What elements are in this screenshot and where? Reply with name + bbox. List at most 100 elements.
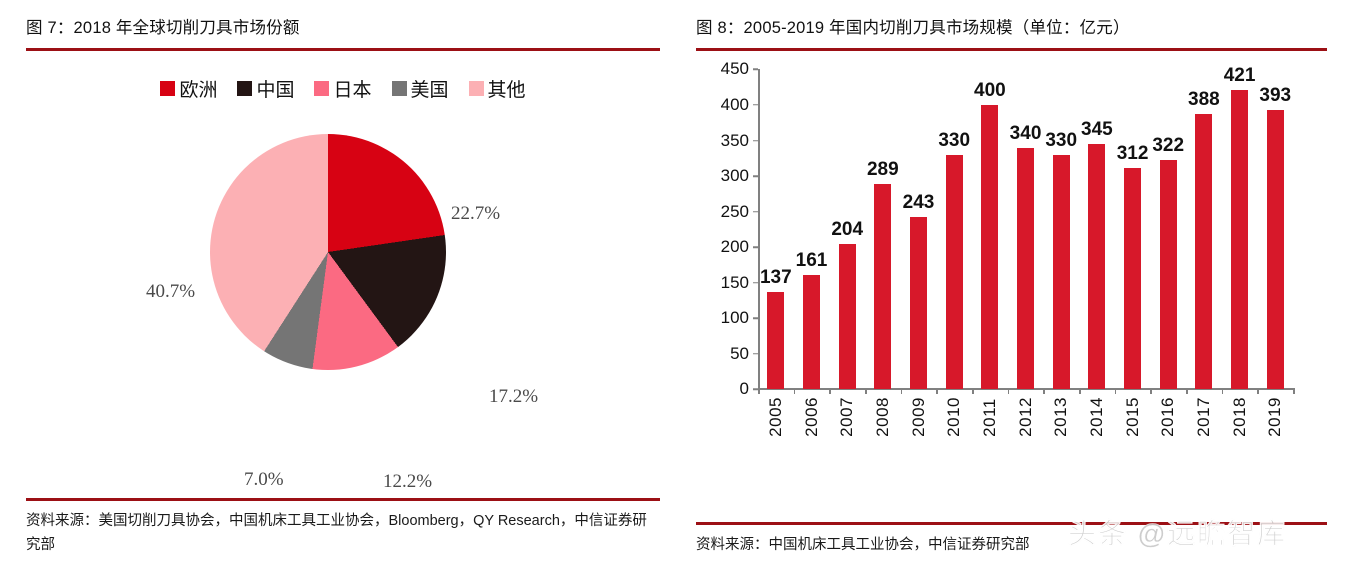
x-axis-labels: 2005 2006 2007 2008 2009 2010 2011 2012 2013 2014…: [758, 397, 1293, 437]
x-axis-tick-mark: [1186, 388, 1188, 395]
bar: [945, 154, 963, 390]
bar-chart-area: 137 161 204 289 243 330 400 340 330 345 312 322 388 4…: [696, 51, 1327, 456]
x-axis-tick: 2011: [972, 397, 1008, 438]
x-axis-tick-label: 2018: [1229, 397, 1249, 438]
bar: [1052, 154, 1070, 390]
bar-series: 137 161 204 289 243 330 400 340 330 345 312 322 388 4…: [758, 65, 1293, 390]
bar: [874, 183, 892, 390]
x-axis-tick-label: 2013: [1051, 397, 1071, 438]
x-axis-tick-mark: [1079, 388, 1081, 395]
bar: [1124, 167, 1142, 390]
legend-swatch-europe: [160, 81, 176, 97]
x-axis-tick-label: 2019: [1265, 397, 1285, 438]
x-axis-tick-label: 2011: [979, 398, 999, 438]
bar: [838, 244, 856, 390]
y-axis-tick-mark: [753, 104, 758, 106]
x-axis-tick: 2008: [865, 397, 901, 437]
figure-8-title-rule: [696, 48, 1327, 52]
bar: [803, 274, 820, 390]
legend-label-china: 中国: [256, 80, 295, 102]
bar-item: 204: [829, 69, 865, 390]
bar-item: 161: [794, 69, 830, 390]
bar-item: 330: [1043, 69, 1079, 390]
bar-value-label: 345: [1081, 119, 1113, 141]
bar-item: 340: [1008, 69, 1044, 390]
legend-swatch-usa: [391, 81, 407, 97]
x-axis-tick: 2017: [1186, 397, 1222, 437]
y-axis-tick-label: 350: [720, 130, 749, 150]
x-axis-tick-label: 2006: [801, 397, 821, 438]
bar-value-label: 161: [795, 249, 828, 271]
x-axis-tick-label: 2017: [1193, 397, 1213, 438]
x-axis-tick-mark: [1150, 388, 1152, 395]
x-axis-tick-mark: [1221, 388, 1224, 395]
x-axis-tick-label: 2009: [908, 397, 928, 438]
bar-value-label: 421: [1223, 65, 1256, 87]
legend-swatch-other: [468, 81, 484, 97]
x-axis-tick-mark: [1293, 388, 1295, 395]
y-axis-tick-label: 450: [720, 59, 749, 79]
figure-8-panel: 图 8：2005-2019 年国内切削刀具市场规模（单位：亿元） 137 161 2…: [682, 0, 1349, 566]
bar-value-label: 340: [1009, 122, 1042, 144]
y-axis-tick-mark: [753, 282, 758, 284]
figure-8-source-rule: [696, 522, 1327, 526]
bar: [981, 105, 999, 390]
pie-value-japan: 12.2%: [383, 471, 433, 493]
x-axis-tick-label: 2012: [1015, 397, 1035, 438]
x-axis-tick: 2005: [758, 397, 794, 437]
x-axis-tick-label: 2005: [765, 397, 785, 438]
x-axis-tick-mark: [1257, 388, 1259, 395]
pie-graphic: [210, 134, 446, 371]
bar-item: 393: [1257, 69, 1293, 390]
x-axis-tick-mark: [1114, 388, 1117, 395]
legend-label-europe: 欧洲: [179, 80, 218, 102]
bar-value-label: 400: [974, 80, 1006, 101]
figure-7-panel: 图 7：2018 年全球切削刀具市场份额 欧洲 中国 日本 美国: [0, 19, 682, 566]
legend-item-other: 其他: [468, 75, 526, 102]
bar-item: 400: [972, 69, 1008, 390]
x-axis-tick: 2007: [829, 397, 865, 437]
figure-7-footer: 资料来源：美国切削刀具协会，中国机床工具工业协会，Bloomberg，QY Re…: [0, 498, 682, 566]
figure-7-source: 资料来源：美国切削刀具协会，中国机床工具工业协会，Bloomberg，QY Re…: [26, 513, 647, 554]
x-axis-tick-mark: [936, 388, 938, 395]
pie-value-china: 17.2%: [489, 386, 539, 408]
y-axis-line: [758, 69, 760, 390]
legend-item-usa: 美国: [391, 75, 449, 102]
bar-value-label: 330: [1045, 129, 1078, 151]
x-axis-tick: 2012: [1008, 397, 1044, 437]
y-axis-tick-mark: [753, 139, 758, 142]
x-axis-tick-mark: [793, 388, 796, 395]
bar-item: 312: [1115, 69, 1151, 390]
legend-swatch-china: [237, 81, 253, 97]
x-axis-tick: 2013: [1043, 397, 1079, 437]
x-axis-tick: 2014: [1079, 397, 1115, 437]
bar: [1088, 144, 1106, 390]
pie-legend: 欧洲 中国 日本 美国 其他: [26, 51, 660, 102]
x-axis-tick: 2016: [1150, 397, 1186, 437]
bar-value-label: 330: [938, 129, 971, 151]
y-axis-tick-label: 0: [739, 379, 749, 399]
x-axis-tick-label: 2015: [1122, 397, 1142, 438]
bar: [1231, 90, 1249, 390]
x-axis-tick-mark: [900, 388, 903, 395]
y-axis-tick-mark: [753, 210, 758, 213]
bar: [1017, 147, 1035, 390]
bar: [1195, 113, 1213, 390]
bar: [1159, 160, 1177, 390]
bar-item: 322: [1150, 69, 1186, 390]
bar-plot: 137 161 204 289 243 330 400 340 330 345 312 322 388 4…: [721, 59, 1293, 398]
legend-item-china: 中国: [237, 75, 294, 102]
pie-disc: [210, 134, 446, 371]
legend-label-other: 其他: [487, 80, 526, 102]
watermark: 头条 @远瞻智库: [1068, 518, 1288, 549]
x-axis-tick: 2019: [1257, 397, 1293, 437]
y-axis-tick-label: 100: [720, 308, 749, 328]
bar: [767, 292, 785, 390]
x-axis-tick-label: 2008: [872, 397, 892, 438]
bar-item: 243: [901, 69, 937, 390]
bar-item: 289: [865, 69, 901, 390]
pie-value-usa: 7.0%: [244, 469, 284, 491]
y-axis-tick-mark: [753, 175, 758, 177]
figure-7-source-rule: [26, 498, 660, 502]
y-axis-tick-label: 50: [730, 343, 749, 363]
